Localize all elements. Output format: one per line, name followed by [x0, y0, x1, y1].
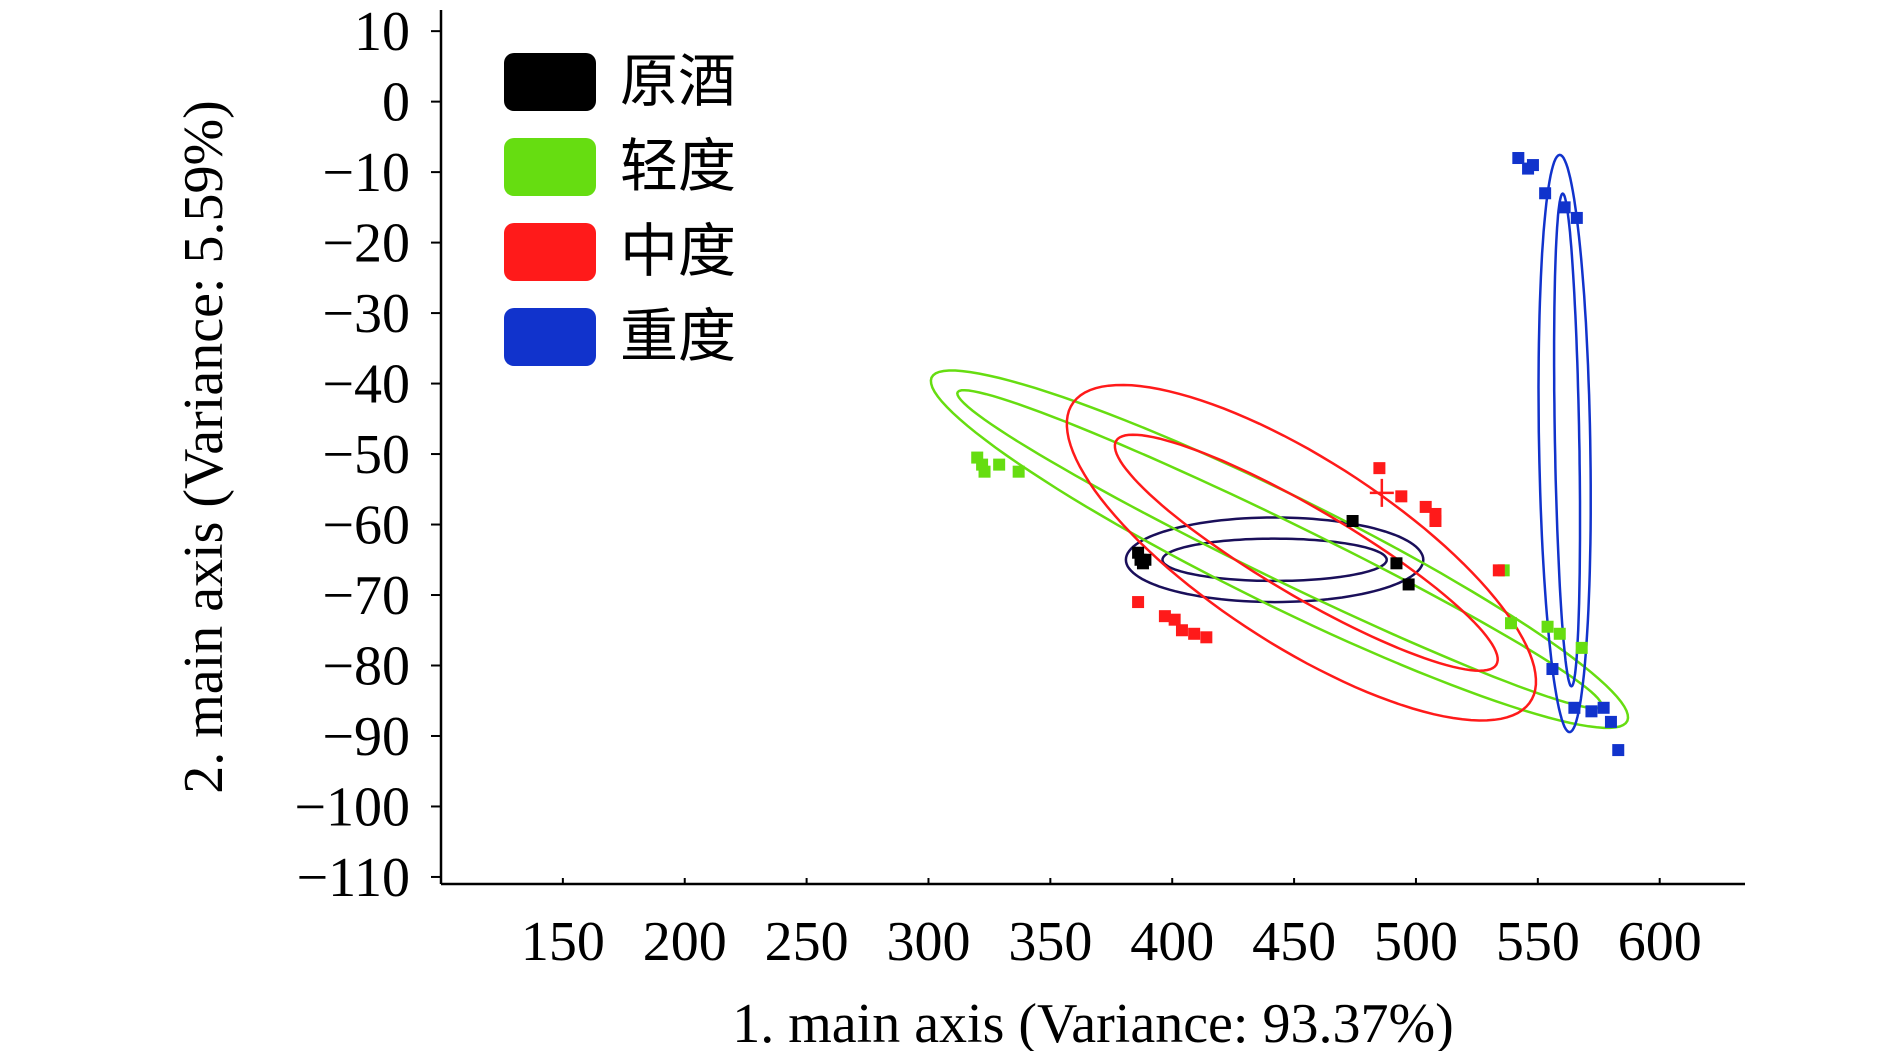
y-tick-label: 10 [354, 1, 410, 63]
data-points [971, 152, 1625, 757]
data-point-series-3 [1429, 515, 1442, 528]
data-point-series-3 [1132, 596, 1145, 609]
confidence-ellipse-1 [1161, 537, 1388, 583]
y-tick-label: −90 [322, 706, 410, 768]
x-tick-label: 200 [643, 911, 727, 973]
data-point-series-2 [1012, 465, 1025, 478]
x-tick-label: 400 [1130, 911, 1214, 973]
data-point-series-4 [1539, 187, 1552, 200]
data-point-series-2 [1575, 641, 1588, 654]
y-tick-label: 0 [382, 72, 410, 134]
data-point-series-3 [1492, 564, 1505, 577]
data-point-series-4 [1546, 663, 1559, 676]
legend-label: 轻度 [620, 134, 736, 199]
x-tick-label: 500 [1374, 911, 1458, 973]
data-point-series-2 [978, 465, 991, 478]
data-point-series-3 [1200, 631, 1213, 644]
legend-swatch [504, 308, 596, 366]
y-axis-title: 2. main axis (Variance: 5.59%) [173, 100, 235, 794]
confidence-ellipse-1 [1124, 516, 1425, 604]
legend-swatch [504, 53, 596, 111]
data-point-series-4 [1612, 744, 1625, 757]
data-point-series-3 [1373, 462, 1386, 475]
y-tick-label: −30 [322, 283, 410, 345]
data-point-series-4 [1512, 152, 1525, 165]
x-tick-label: 300 [886, 911, 970, 973]
confidence-ellipse-4 [1537, 153, 1592, 734]
data-point-series-2 [1541, 620, 1554, 633]
y-tick-label: −40 [322, 354, 410, 416]
axis-ticks: 150 200 250 300 350 400 450 500 550 600 10 0 −10 −20 −… [294, 1, 1701, 973]
y-tick-label: −70 [322, 565, 410, 627]
x-tick-label: 550 [1496, 911, 1580, 973]
data-point-series-4 [1568, 701, 1581, 714]
confidence-ellipse-2 [929, 369, 1630, 730]
y-tick-label: −80 [322, 636, 410, 698]
data-point-series-1 [1346, 515, 1359, 528]
data-point-series-2 [1505, 617, 1518, 630]
confidence-ellipse-3 [1065, 383, 1538, 722]
data-point-series-3 [1188, 627, 1201, 640]
legend-label: 原酒 [620, 49, 736, 114]
data-point-series-1 [1390, 557, 1403, 570]
data-point-series-3 [1395, 490, 1408, 503]
confidence-ellipse-2 [955, 388, 1603, 710]
x-tick-label: 350 [1008, 911, 1092, 973]
legend-swatch [504, 223, 596, 281]
data-point-series-3 [1175, 624, 1188, 637]
data-point-series-2 [993, 458, 1006, 471]
data-point-series-1 [1402, 578, 1415, 591]
legend-swatch [504, 138, 596, 196]
x-tick-label: 600 [1618, 911, 1702, 973]
y-tick-label: −20 [322, 213, 410, 275]
data-point-series-4 [1558, 201, 1571, 214]
x-tick-label: 150 [521, 911, 605, 973]
confidence-ellipse-3 [1113, 433, 1499, 672]
x-tick-label: 450 [1252, 911, 1336, 973]
data-point-series-3 [1419, 500, 1432, 513]
x-tick-label: 250 [765, 911, 849, 973]
y-tick-label: −110 [296, 847, 410, 909]
legend-label: 中度 [620, 219, 736, 284]
y-tick-label: −60 [322, 495, 410, 557]
data-point-series-4 [1604, 715, 1617, 728]
confidence-ellipses [929, 153, 1630, 734]
data-point-series-4 [1570, 211, 1583, 224]
confidence-ellipse-4 [1552, 192, 1582, 688]
y-tick-label: −100 [294, 776, 410, 838]
x-axis-title: 1. main axis (Variance: 93.37%) [732, 993, 1454, 1051]
data-point-series-3 [1158, 610, 1171, 623]
data-point-series-4 [1597, 701, 1610, 714]
centroid-marker [1369, 478, 1394, 507]
data-point-series-1 [1139, 553, 1152, 566]
data-point-series-4 [1585, 705, 1598, 718]
y-tick-label: −50 [322, 424, 410, 486]
axes [439, 10, 1745, 886]
data-point-series-4 [1526, 159, 1539, 172]
data-point-series-2 [1553, 627, 1566, 640]
legend-label: 重度 [620, 304, 736, 369]
data-point-series-3 [1168, 613, 1181, 626]
y-tick-label: −10 [322, 142, 410, 204]
